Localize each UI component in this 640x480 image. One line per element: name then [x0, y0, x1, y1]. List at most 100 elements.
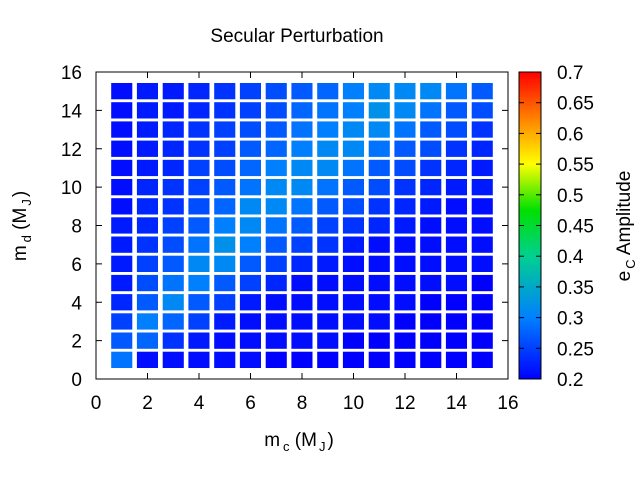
- heatmap-cell: [162, 159, 184, 177]
- heatmap-cell: [368, 121, 390, 138]
- heatmap-cell: [239, 121, 261, 138]
- heatmap-cell: [368, 351, 390, 368]
- x-tick-label: 12: [394, 393, 415, 414]
- heatmap-cell: [265, 294, 287, 311]
- x-label-main: m: [264, 430, 280, 451]
- y-axis-label: md (M J): [10, 191, 34, 261]
- heatmap-cell: [265, 236, 287, 253]
- colorbar-ticks: 0.2 0.25 0.3 0.35 0.4 0.45 0.5 0.55 0.6 0.65 0.7: [519, 63, 594, 391]
- heatmap-cell: [445, 351, 467, 368]
- heatmap-cell: [111, 255, 133, 272]
- heatmap-cell: [265, 102, 287, 119]
- heatmap-cell: [214, 83, 236, 100]
- heatmap-cell: [111, 179, 133, 196]
- heatmap-cell: [471, 217, 493, 234]
- heatmap-cell: [368, 217, 390, 234]
- heatmap-cell: [214, 236, 236, 253]
- heatmap-cell: [420, 102, 442, 119]
- colorbar-tick-label: 0.35: [557, 278, 594, 299]
- heatmap-cell: [265, 140, 287, 157]
- heatmap-cell: [394, 294, 416, 311]
- heatmap-cell: [291, 255, 313, 272]
- heatmap-cell: [239, 255, 261, 272]
- heatmap-cell: [317, 294, 339, 311]
- heatmap-cell: [471, 351, 493, 368]
- heatmap-cell: [291, 332, 313, 349]
- heatmap-cell: [239, 102, 261, 119]
- heatmap-cell: [239, 332, 261, 349]
- heatmap-cell: [471, 102, 493, 119]
- heatmap-cell: [188, 217, 210, 234]
- y-label-subscript: d: [19, 235, 34, 242]
- colorbar-tick-label: 0.5: [557, 186, 583, 207]
- heatmap-cell: [445, 121, 467, 138]
- heatmap-cell: [291, 274, 313, 292]
- heatmap-cell: [162, 351, 184, 368]
- heatmap-cell: [471, 255, 493, 272]
- x-tick-label: 8: [297, 393, 308, 414]
- colorbar-label-rest: Amplitude: [614, 171, 635, 260]
- heatmap-cell: [239, 217, 261, 234]
- heatmap-cell: [265, 198, 287, 215]
- heatmap-cell: [471, 236, 493, 253]
- heatmap-cell: [111, 140, 133, 157]
- heatmap-cell: [394, 83, 416, 100]
- heatmap-cell: [239, 179, 261, 196]
- heatmap-cell: [239, 294, 261, 311]
- heatmap-cell: [136, 102, 158, 119]
- heatmap-cell: [394, 313, 416, 330]
- heatmap-cell: [394, 198, 416, 215]
- heatmap-cell: [214, 121, 236, 138]
- heatmap-cell: [136, 313, 158, 330]
- heatmap-cell: [317, 255, 339, 272]
- heatmap-cell: [265, 83, 287, 100]
- heatmap-cell: [214, 179, 236, 196]
- heatmap-cell: [188, 140, 210, 157]
- heatmap-cell: [342, 179, 364, 196]
- y-label-unit-close: ): [10, 191, 31, 197]
- heatmap-cell: [420, 332, 442, 349]
- y-label-unit-open: (M: [10, 208, 31, 235]
- heatmap-cell: [162, 217, 184, 234]
- heatmap-cell: [471, 198, 493, 215]
- heatmap-cell: [445, 294, 467, 311]
- heatmap-cell: [239, 313, 261, 330]
- heatmap-cell: [420, 217, 442, 234]
- heatmap-cell: [342, 236, 364, 253]
- heatmap-cell: [471, 140, 493, 157]
- heatmap-cell: [265, 351, 287, 368]
- heatmap-cell: [291, 351, 313, 368]
- heatmap-cell: [162, 313, 184, 330]
- heatmap-cell: [136, 274, 158, 292]
- heatmap-cell: [342, 121, 364, 138]
- colorbar-tick-label: 0.6: [557, 124, 583, 145]
- heatmap-cell: [471, 294, 493, 311]
- y-label-unit-subscript: J: [19, 199, 34, 206]
- heatmap-cell: [136, 121, 158, 138]
- heatmap-cell: [394, 255, 416, 272]
- heatmap-cell: [239, 274, 261, 292]
- heatmap-cell: [291, 159, 313, 177]
- y-tick-label: 0: [71, 370, 82, 391]
- heatmap-cell: [420, 255, 442, 272]
- heatmap-cell: [239, 236, 261, 253]
- heatmap-cell: [317, 121, 339, 138]
- heatmap-cell: [265, 121, 287, 138]
- heatmap-cell: [394, 332, 416, 349]
- heatmap-cell: [136, 294, 158, 311]
- x-tick-label: 16: [497, 393, 518, 414]
- heatmap-cell: [317, 313, 339, 330]
- heatmap-cell: [420, 236, 442, 253]
- heatmap-cell: [342, 274, 364, 292]
- heatmap-cell: [188, 83, 210, 100]
- heatmap-cell: [445, 217, 467, 234]
- heatmap-cell: [188, 332, 210, 349]
- heatmap-cell: [111, 294, 133, 311]
- heatmap-cell: [317, 217, 339, 234]
- heatmap-cell: [445, 159, 467, 177]
- heatmap-cell: [445, 102, 467, 119]
- heatmap-cell: [214, 198, 236, 215]
- heatmap-cell: [162, 255, 184, 272]
- heatmap-cell: [214, 351, 236, 368]
- heatmap-cells: [111, 83, 493, 368]
